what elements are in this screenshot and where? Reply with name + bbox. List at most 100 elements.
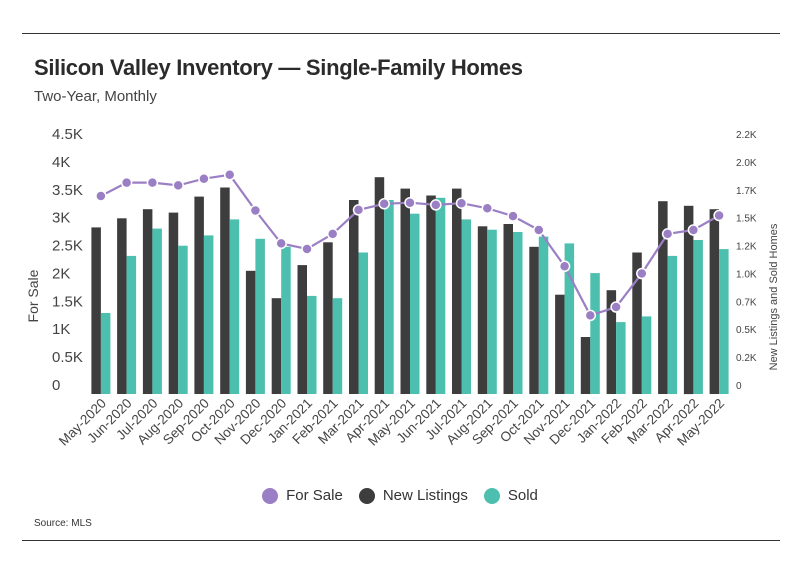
new-listings-bar: [503, 224, 513, 394]
sold-bar: [384, 200, 394, 394]
for-sale-point: [713, 209, 725, 222]
right-tick-label: 1.7K: [736, 186, 757, 197]
sold-bar: [126, 255, 137, 394]
new-listings-bar: [606, 290, 617, 394]
sold-bar: [590, 273, 600, 394]
legend-item-new-listings: New Listings: [358, 487, 468, 504]
left-axis-label: For Sale: [25, 269, 41, 322]
sold-bar: [616, 322, 626, 394]
new-listings-bar: [426, 195, 436, 394]
left-tick-label: 0: [52, 377, 60, 394]
for-sale-point: [481, 202, 494, 215]
x-axis-ticks: May-2020Jun-2020Jul-2020Aug-2020Sep-2020…: [56, 396, 727, 449]
legend: For Sale New Listings Sold: [0, 487, 800, 504]
for-sale-point: [249, 204, 262, 217]
for-sale-line-layer: [95, 169, 725, 322]
new-listings-bar: [477, 226, 488, 394]
top-rule: [22, 33, 780, 34]
for-sale-point: [507, 210, 519, 222]
right-axis-ticks: 0 0.2K 0.5K 0.7K 1.0K 1.2K 1.5K 1.7K 2.0K 2.2K: [736, 130, 757, 392]
bars-layer: [91, 177, 729, 395]
right-tick-label: 0.5K: [736, 325, 757, 336]
new-listings-bar: [142, 209, 153, 394]
for-sale-point: [533, 224, 545, 236]
new-listings-bar: [194, 196, 204, 394]
sold-bar: [100, 313, 111, 394]
for-sale-point: [584, 309, 597, 322]
sold-bar: [358, 252, 368, 394]
left-axis-ticks: 0 0.5K 1K 1.5K 2K 2.5K 3K 3.5K 4K 4.5K: [52, 126, 83, 394]
right-tick-label: 2.2K: [736, 130, 757, 141]
new-listings-bar: [709, 209, 720, 394]
legend-swatch-for-sale: [262, 487, 279, 504]
sold-bar: [203, 235, 214, 394]
for-sale-point: [687, 224, 700, 236]
sold-bar: [178, 245, 188, 394]
legend-label-sold: Sold: [507, 487, 538, 504]
sold-bar: [410, 213, 420, 394]
legend-swatch-sold: [483, 487, 500, 504]
new-listings-bar: [658, 201, 668, 394]
sold-bar: [487, 229, 497, 394]
for-sale-point: [558, 260, 571, 273]
left-tick-label: 4K: [52, 154, 70, 171]
new-listings-bar: [117, 218, 127, 394]
sold-bar: [461, 219, 471, 394]
legend-label-new-listings: New Listings: [382, 487, 468, 504]
right-axis-label: New Listings and Sold Homes: [768, 223, 780, 370]
left-tick-label: 0.5K: [52, 349, 83, 366]
legend-item-for-sale: For Sale: [262, 487, 343, 504]
sold-bar: [719, 249, 729, 394]
new-listings-bar: [529, 246, 539, 394]
sold-bar: [667, 255, 678, 394]
right-tick-label: 1.5K: [736, 214, 757, 225]
new-listings-bar: [632, 252, 642, 394]
for-sale-point: [430, 199, 442, 211]
sold-bar: [332, 298, 343, 394]
sold-bar: [152, 228, 162, 394]
new-listings-bar: [452, 188, 462, 394]
sold-bar: [307, 295, 317, 394]
new-listings-bar: [297, 265, 307, 394]
sold-bar: [564, 243, 575, 394]
left-tick-label: 4.5K: [52, 126, 83, 143]
sold-bar: [435, 197, 446, 394]
right-tick-label: 0.2K: [736, 353, 757, 364]
left-tick-label: 2.5K: [52, 238, 83, 255]
sold-bar: [513, 232, 523, 394]
new-listings-bar: [580, 337, 591, 394]
left-tick-label: 3.5K: [52, 182, 83, 199]
sold-bar: [693, 240, 703, 394]
left-tick-label: 2K: [52, 265, 70, 282]
new-listings-bar: [323, 242, 333, 394]
sold-bar: [641, 316, 652, 394]
new-listings-bar: [400, 188, 410, 394]
chart-title: Silicon Valley Inventory — Single-Family…: [34, 55, 523, 80]
sold-bar: [281, 246, 291, 394]
sold-bar: [229, 219, 240, 394]
for-sale-point: [404, 196, 416, 209]
for-sale-point: [146, 176, 159, 189]
new-listings-bar: [374, 177, 385, 394]
new-listings-bar: [91, 227, 101, 394]
new-listings-bar: [271, 298, 282, 394]
for-sale-point: [275, 237, 287, 250]
for-sale-point: [223, 169, 236, 181]
legend-swatch-new-listings: [358, 487, 375, 504]
for-sale-point: [378, 198, 390, 210]
for-sale-point: [172, 179, 184, 192]
left-tick-label: 1K: [52, 321, 70, 338]
new-listings-bar: [245, 270, 256, 394]
for-sale-point: [120, 176, 133, 189]
new-listings-bar: [555, 294, 565, 394]
source-note: Source: MLS: [34, 518, 92, 529]
for-sale-point: [301, 243, 313, 255]
chart-subtitle: Two-Year, Monthly: [34, 88, 157, 105]
right-tick-label: 1.0K: [736, 269, 757, 280]
for-sale-point: [198, 172, 210, 185]
for-sale-point: [661, 228, 674, 240]
right-tick-label: 1.2K: [736, 242, 757, 253]
right-tick-label: 2.0K: [736, 158, 757, 169]
right-tick-label: 0.7K: [736, 297, 757, 308]
